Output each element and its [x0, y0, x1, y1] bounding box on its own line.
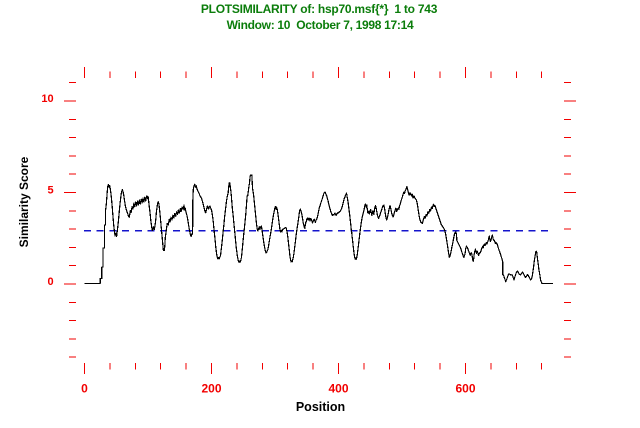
- svg-text:0: 0: [81, 382, 88, 396]
- svg-text:600: 600: [455, 382, 475, 396]
- svg-text:400: 400: [328, 382, 348, 396]
- svg-text:0: 0: [47, 276, 53, 288]
- svg-text:200: 200: [201, 382, 221, 396]
- svg-text:5: 5: [47, 185, 53, 197]
- svg-text:10: 10: [41, 93, 53, 105]
